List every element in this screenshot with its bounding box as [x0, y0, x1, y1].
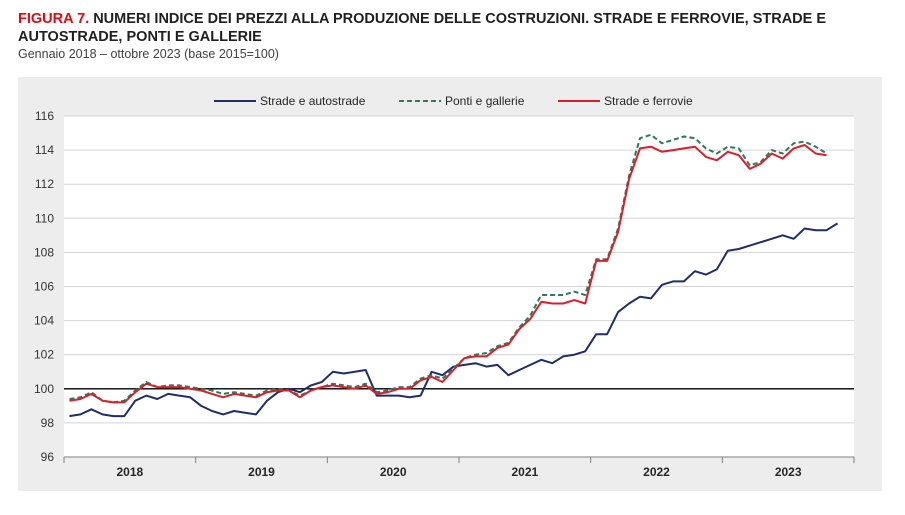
- legend-label-1: Ponti e gallerie: [445, 94, 525, 108]
- y-tick-label: 96: [41, 450, 55, 464]
- y-tick-label: 114: [35, 143, 54, 157]
- y-tick-label: 102: [34, 348, 54, 362]
- figure-title-text: NUMERI INDICE DEI PREZZI ALLA PRODUZIONE…: [18, 11, 827, 45]
- x-tick-label: 2020: [380, 465, 407, 479]
- x-tick-label: 2023: [775, 465, 802, 479]
- legend: Strade e autostrade Ponti e gallerie Strad…: [214, 94, 693, 108]
- figure-number: FIGURA 7.: [18, 11, 90, 27]
- x-tick-label: 2021: [511, 465, 538, 479]
- y-tick-label: 106: [34, 280, 54, 294]
- figure-subtitle: Gennaio 2018 – ottobre 2023 (base 2015=1…: [18, 47, 279, 61]
- y-tick-label: 110: [35, 211, 54, 225]
- y-tick-label: 112: [35, 177, 54, 191]
- x-tick-label: 2022: [643, 465, 670, 479]
- y-tick-label: 98: [41, 416, 55, 430]
- y-tick-label: 108: [34, 245, 54, 259]
- figure-title: FIGURA 7. NUMERI INDICE DEI PREZZI ALLA …: [18, 10, 898, 46]
- x-tick-label: 2019: [248, 465, 275, 479]
- series-line-2: [69, 144, 827, 404]
- legend-label-2: Strade e ferrovie: [604, 94, 693, 108]
- grid-lines: [64, 115, 854, 458]
- legend-label-0: Strade e autostrade: [260, 94, 366, 108]
- figure-header: FIGURA 7. NUMERI INDICE DEI PREZZI ALLA …: [18, 10, 898, 61]
- y-tick-label: 116: [35, 109, 54, 123]
- chart-panel: 96 98 100 102 104 106 108 110 112 114 116 2018 2019 2…: [18, 77, 882, 491]
- series-line-1: [69, 133, 828, 404]
- y-tick-label: 100: [34, 382, 54, 396]
- x-tick-label: 2018: [116, 465, 143, 479]
- series-line-0: [69, 222, 839, 418]
- y-tick-label: 104: [34, 314, 54, 328]
- series-lines: [69, 133, 839, 418]
- line-chart: 96 98 100 102 104 106 108 110 112 114 116 2018 2019 2…: [34, 94, 855, 479]
